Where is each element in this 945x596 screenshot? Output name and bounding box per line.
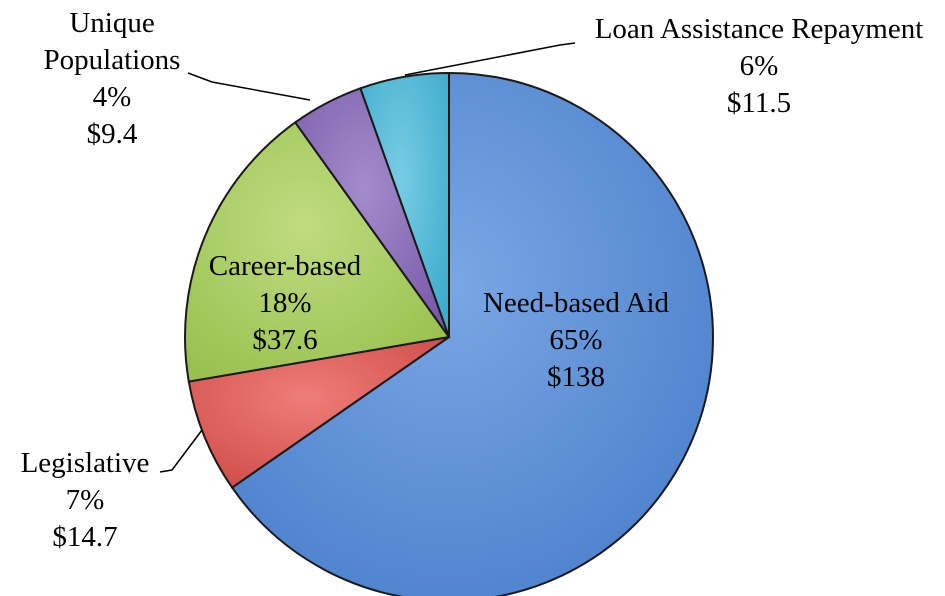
slice-career-based <box>184 121 451 383</box>
label-value: $11.5 <box>727 87 791 119</box>
label-percent: 18% <box>258 287 311 319</box>
leader-lines <box>159 42 576 473</box>
label-percent: 4% <box>93 81 132 113</box>
label-percent: 65% <box>549 324 602 356</box>
label-name-line-1: Unique <box>69 7 154 39</box>
label-percent: 6% <box>740 50 779 82</box>
slice-loan-assistance-repayment <box>359 71 450 338</box>
label-name: Legislative <box>21 447 150 479</box>
leader-line-unique-populations <box>187 72 311 101</box>
leader-line-loan-assistance <box>404 42 576 76</box>
label-name-line-2: Populations <box>44 44 181 76</box>
label-name: Need-based Aid <box>483 287 670 319</box>
data-label-career-based: Career-based 18% $37.6 <box>209 250 362 356</box>
data-label-need-based-aid: Need-based Aid 65% $138 <box>483 287 670 393</box>
label-value: $37.6 <box>252 324 317 356</box>
label-value: $138 <box>547 361 605 393</box>
label-name: Career-based <box>209 250 362 282</box>
label-value: $9.4 <box>87 118 138 150</box>
label-percent: 7% <box>66 484 105 516</box>
pie-slices <box>184 71 714 596</box>
label-value: $14.7 <box>52 521 117 553</box>
data-label-legislative: Legislative 7% $14.7 <box>21 447 150 553</box>
slice-need-based-aid <box>230 71 714 596</box>
slice-legislative <box>187 336 450 489</box>
data-label-loan-assistance-repayment: Loan Assistance Repayment 6% $11.5 <box>595 13 924 119</box>
label-name: Loan Assistance Repayment <box>595 13 924 45</box>
leader-line-legislative <box>159 429 203 473</box>
data-label-unique-populations: Unique Populations 4% $9.4 <box>44 7 181 150</box>
